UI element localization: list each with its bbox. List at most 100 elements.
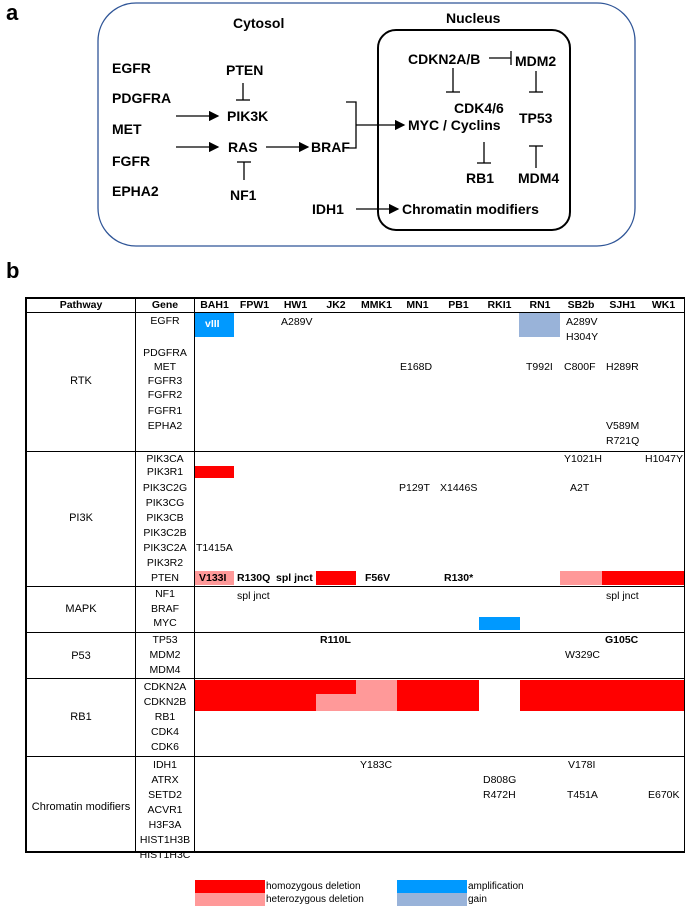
node-rb1: RB1 [466,170,495,186]
legend-swatch-gain [397,893,467,906]
pathway-mapk: MAPK [65,603,97,615]
mutation-label: spl jnct [276,572,313,584]
gene-label: PTEN [150,572,179,584]
gene-label: PIK3C2A [143,542,187,554]
node-tp53: TP53 [519,110,553,126]
mutation-label: R130* [444,572,474,584]
panel-a-label: a [6,0,19,25]
mutation-label: E168D [400,361,433,373]
gene-label: IDH1 [153,759,177,771]
mutation-label: G105C [605,634,639,646]
gene-label: PDGFRA [143,347,187,359]
gene-label: FGFR3 [147,375,183,387]
node-braf: BRAF [311,139,350,155]
nucleus-boundary [377,29,571,231]
gene-label: HIST1H3B [139,834,191,846]
cell-cdkn2b-homdel-b [397,694,479,711]
node-epha2: EPHA2 [112,183,159,199]
header-sample: RN1 [529,299,551,311]
gene-label: MDM2 [149,649,181,661]
cell-cdkn2a-homdel-b [397,680,479,694]
panel-b-label: b [6,258,20,283]
node-pik3k: PIK3K [227,108,269,124]
mutation-label: spl jnct [606,590,639,602]
cell-cdkn2b-hetdel [316,694,397,711]
header-sample: PB1 [448,299,469,311]
mutation-label: A289V [566,316,598,328]
gene-label: SETD2 [148,789,182,801]
gene-label: PIK3R2 [146,557,184,569]
node-myc-cyclins: MYC / Cyclins [408,117,501,133]
node-ras: RAS [228,139,258,155]
mutation-label: V133I [199,572,227,584]
mutation-label: E670K [648,789,680,801]
header-sample: FPW1 [239,299,270,311]
mutation-label: V589M [606,420,640,432]
node-cdk46: CDK4/6 [454,100,504,116]
node-fgfr: FGFR [112,153,151,169]
mutation-label: W329C [565,649,601,661]
mutation-label: D808G [483,774,517,786]
mutation-label: T992I [526,361,553,373]
mutation-label: P129T [399,482,430,494]
header-sample: BAH1 [200,299,229,311]
legend-swatch-amplification [397,880,467,893]
gene-label: EPHA2 [147,420,183,432]
gene-label: PIK3C2B [143,527,187,539]
gene-label: ACVR1 [147,804,183,816]
header-sample: RKI1 [487,299,512,311]
mutation-label: R110L [320,634,351,646]
cell-cdkn2a-homdel-a [195,680,356,694]
gene-label: H3F3A [148,819,182,831]
mutation-label: R721Q [606,435,640,447]
mutation-label: T1415A [196,542,233,554]
header-pathway: Pathway [59,299,103,311]
gene-label: CDKN2B [143,696,187,708]
gene-label: PIK3CG [145,497,185,509]
mutation-label: F56V [365,572,391,584]
legend-label-amplification: amplification [468,881,524,892]
cytosol-boundary [97,2,636,247]
gene-label: PIK3CB [146,512,184,524]
gene-label: NF1 [155,588,175,600]
header-sample: SB2b [567,299,595,311]
gene-label: MYC [153,617,177,629]
cell-rn1-egfr-gain [519,313,560,337]
gene-label: EGFR [150,315,180,327]
nucleus-label: Nucleus [446,10,501,26]
mutation-label: H289R [606,361,639,373]
node-chromatin-modifiers: Chromatin modifiers [402,201,539,217]
gene-label: MDM4 [149,664,181,676]
node-pten: PTEN [226,62,264,78]
cell-rki1-myc-amplification [479,617,520,630]
cell-jk2-pten-homdel [316,571,356,585]
node-cdkn2ab: CDKN2A/B [408,51,481,67]
cytosol-label: Cytosol [233,15,285,31]
legend-swatch-heterozygous [195,893,265,906]
header-sample: WK1 [651,299,676,311]
pathway-p53: P53 [71,650,91,662]
gene-label: CDK6 [150,741,179,753]
gene-label: PIK3C2G [142,482,188,494]
node-idh1: IDH1 [312,201,344,217]
node-met: MET [112,121,142,137]
mutation-label: R130Q [237,572,271,584]
mutation-label: A289V [281,316,313,328]
header-sample: SJH1 [609,299,636,311]
header-sample: MN1 [406,299,429,311]
mutation-label: T451A [567,789,598,801]
mutation-label: C800F [564,361,596,373]
pathway-rb1: RB1 [70,711,92,723]
mutation-label: spl jnct [237,590,270,602]
cell-cdkn2b-homdel-c [520,694,684,711]
cell-mmk1-cdkn2a-hetdel [356,680,397,694]
cell-cdkn2b-homdel-a [195,694,316,711]
mutation-label: Y1021H [564,453,602,465]
legend-swatch-homozygous [195,880,265,893]
pathway-chromatin-modifiers: Chromatin modifiers [31,801,131,813]
mutation-label: vIII [205,318,220,330]
header-sample: HW1 [283,299,308,311]
gene-label: FGFR2 [147,389,183,401]
node-mdm2: MDM2 [515,53,557,69]
